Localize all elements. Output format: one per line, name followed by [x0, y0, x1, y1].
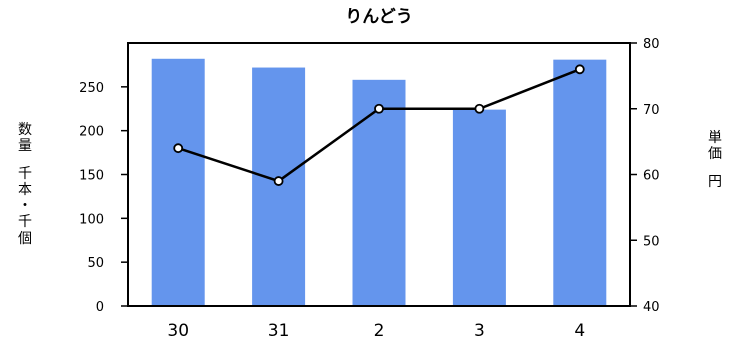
left-tick-label: 0 — [96, 300, 104, 315]
line-point — [574, 64, 585, 75]
left-tick-label: 50 — [87, 256, 104, 271]
left-axis-ticks: 0 50 100 150 200 250 — [79, 81, 128, 315]
left-axis-label: 数量 千本・千個 — [18, 122, 32, 247]
line-point — [273, 176, 284, 186]
right-axis-ticks: 40 50 60 70 80 — [630, 37, 660, 315]
right-axis-label: 単価 円 — [708, 130, 722, 191]
x-tick-label: 3 — [474, 321, 485, 341]
bar — [553, 59, 607, 307]
line-layer — [173, 64, 585, 186]
left-tick-label: 250 — [79, 81, 104, 96]
left-tick-label: 200 — [79, 125, 104, 140]
bar — [352, 79, 406, 306]
x-tick-label: 30 — [167, 321, 189, 341]
x-axis-ticks: 30 31 2 3 4 — [167, 321, 585, 341]
bars-layer — [151, 58, 607, 307]
left-tick-label: 100 — [79, 212, 104, 227]
right-tick-label: 70 — [643, 103, 660, 118]
right-tick-label: 60 — [643, 169, 660, 184]
line-point — [474, 103, 485, 114]
x-tick-label: 31 — [268, 321, 290, 341]
bar — [452, 109, 506, 306]
bar — [151, 58, 205, 306]
bar — [252, 67, 306, 307]
right-tick-label: 50 — [643, 234, 660, 249]
chart-title: りんどう — [345, 7, 413, 27]
left-tick-label: 150 — [79, 169, 104, 184]
line-point — [173, 143, 184, 154]
x-tick-label: 2 — [374, 321, 385, 341]
x-tick-label: 4 — [574, 321, 585, 341]
right-tick-label: 80 — [643, 37, 660, 52]
line-point — [374, 103, 384, 114]
right-tick-label: 40 — [643, 300, 660, 315]
